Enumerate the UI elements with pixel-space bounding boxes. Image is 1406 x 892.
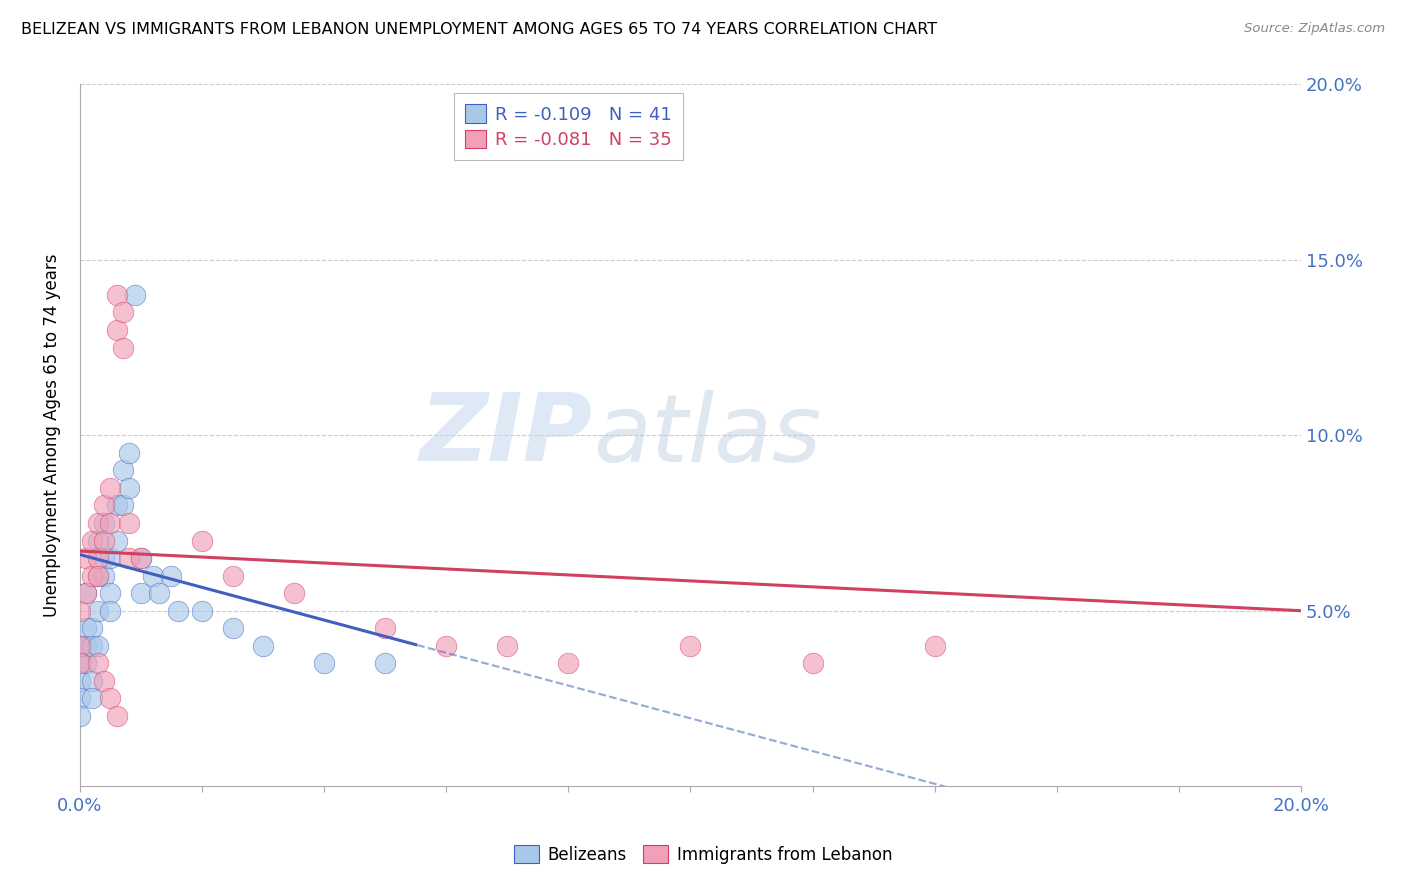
Point xyxy=(75,639,97,653)
Point xyxy=(111,341,134,355)
Point xyxy=(87,551,110,566)
Point xyxy=(118,481,141,495)
Point xyxy=(801,657,824,671)
Point xyxy=(105,499,128,513)
Point xyxy=(75,551,97,566)
Point xyxy=(87,639,110,653)
Point xyxy=(191,604,214,618)
Legend: R = -0.109   N = 41, R = -0.081   N = 35: R = -0.109 N = 41, R = -0.081 N = 35 xyxy=(454,94,683,161)
Point xyxy=(69,639,91,653)
Point xyxy=(93,499,115,513)
Point xyxy=(129,551,152,566)
Point xyxy=(924,639,946,653)
Point xyxy=(93,533,115,548)
Point xyxy=(75,586,97,600)
Point xyxy=(679,639,702,653)
Legend: Belizeans, Immigrants from Lebanon: Belizeans, Immigrants from Lebanon xyxy=(508,838,898,871)
Point xyxy=(80,621,103,635)
Point xyxy=(80,673,103,688)
Point xyxy=(69,709,91,723)
Point xyxy=(87,568,110,582)
Point xyxy=(93,516,115,530)
Point xyxy=(118,446,141,460)
Point xyxy=(105,709,128,723)
Point xyxy=(93,673,115,688)
Point xyxy=(111,305,134,319)
Point xyxy=(221,621,243,635)
Point xyxy=(100,586,122,600)
Point xyxy=(69,673,91,688)
Point xyxy=(166,604,188,618)
Point xyxy=(80,533,103,548)
Point xyxy=(142,568,165,582)
Point xyxy=(100,516,122,530)
Point xyxy=(87,533,110,548)
Point xyxy=(160,568,183,582)
Point xyxy=(314,657,336,671)
Point xyxy=(118,551,141,566)
Point xyxy=(87,516,110,530)
Point xyxy=(191,533,214,548)
Point xyxy=(69,639,91,653)
Point xyxy=(87,568,110,582)
Point xyxy=(100,551,122,566)
Point xyxy=(374,657,396,671)
Point xyxy=(283,586,305,600)
Point xyxy=(434,639,457,653)
Point xyxy=(129,551,152,566)
Point xyxy=(221,568,243,582)
Point xyxy=(105,288,128,302)
Point xyxy=(93,551,115,566)
Point xyxy=(75,657,97,671)
Point xyxy=(129,586,152,600)
Point xyxy=(105,323,128,337)
Point xyxy=(111,463,134,477)
Text: ZIP: ZIP xyxy=(420,389,593,482)
Point xyxy=(100,604,122,618)
Point xyxy=(252,639,274,653)
Point xyxy=(87,657,110,671)
Point xyxy=(118,516,141,530)
Text: Source: ZipAtlas.com: Source: ZipAtlas.com xyxy=(1244,22,1385,36)
Point xyxy=(496,639,519,653)
Point xyxy=(557,657,579,671)
Text: atlas: atlas xyxy=(593,390,821,481)
Point xyxy=(69,657,91,671)
Point xyxy=(80,639,103,653)
Text: BELIZEAN VS IMMIGRANTS FROM LEBANON UNEMPLOYMENT AMONG AGES 65 TO 74 YEARS CORRE: BELIZEAN VS IMMIGRANTS FROM LEBANON UNEM… xyxy=(21,22,938,37)
Point xyxy=(75,621,97,635)
Point xyxy=(75,586,97,600)
Point xyxy=(148,586,170,600)
Point xyxy=(374,621,396,635)
Point xyxy=(69,691,91,706)
Point xyxy=(105,533,128,548)
Point xyxy=(80,691,103,706)
Point xyxy=(124,288,146,302)
Point xyxy=(87,604,110,618)
Point xyxy=(80,568,103,582)
Point xyxy=(69,657,91,671)
Y-axis label: Unemployment Among Ages 65 to 74 years: Unemployment Among Ages 65 to 74 years xyxy=(44,253,60,617)
Point xyxy=(69,604,91,618)
Point xyxy=(93,568,115,582)
Point xyxy=(100,481,122,495)
Point xyxy=(111,499,134,513)
Point xyxy=(100,691,122,706)
